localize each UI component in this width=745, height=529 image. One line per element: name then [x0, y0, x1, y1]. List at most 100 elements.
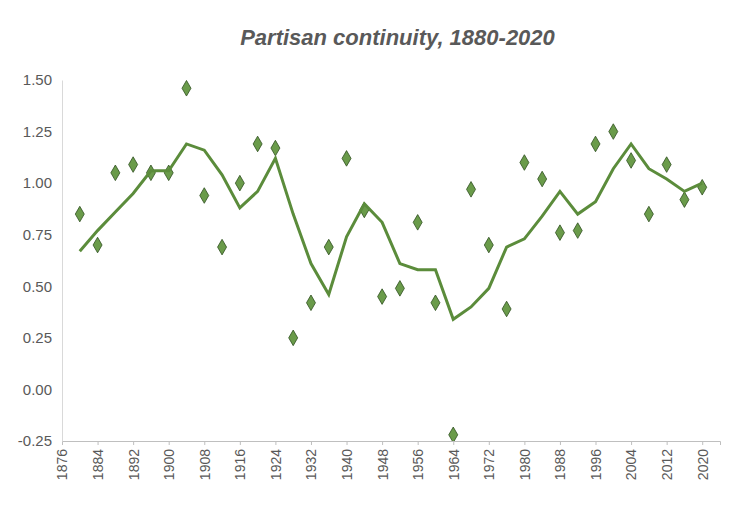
point: [502, 301, 511, 317]
point: [609, 124, 618, 140]
x-tick: 1988: [552, 441, 568, 480]
point: [644, 206, 653, 222]
x-axis-line: [63, 442, 721, 446]
y-tick-label: -0.25: [18, 432, 52, 449]
point: [129, 157, 138, 173]
point: [200, 188, 209, 204]
point: [662, 157, 671, 173]
x-tick-label: 1972: [481, 449, 497, 480]
x-tick-mark: [240, 441, 241, 445]
x-tick: 1900: [161, 441, 177, 480]
point: [555, 225, 564, 241]
x-axis: 1876 1884 1892 1900 1908 1916 1924 1932 1940 1948…: [54, 441, 720, 480]
point: [573, 223, 582, 239]
x-tick-mark: [667, 441, 668, 445]
x-tick-label: 1956: [410, 449, 426, 480]
y-tick: -0.25: [18, 432, 62, 449]
x-tick-mark: [98, 441, 99, 445]
plot: 1876 1884 1892 1900 1908 1916 1924 1932 1940 1948…: [18, 71, 721, 480]
point: [218, 239, 227, 255]
x-tick-label: 1988: [552, 449, 568, 480]
point: [324, 239, 333, 255]
point: [111, 165, 120, 181]
point: [271, 140, 280, 156]
x-tick-label: 1884: [90, 449, 106, 480]
x-tick-mark: [382, 441, 383, 445]
x-tick-mark: [169, 441, 170, 445]
y-tick: 1.25: [23, 123, 62, 140]
title: Partisan continuity, 1880-2020: [240, 25, 555, 50]
point: [253, 136, 262, 152]
x-tick-label: 1876: [54, 449, 70, 480]
y-tick-label: 0.50: [23, 278, 52, 295]
x-tick-mark: [275, 441, 276, 445]
point: [467, 182, 476, 198]
x-tick: 1972: [481, 441, 497, 480]
x-tick-label: 1948: [375, 449, 391, 480]
x-tick: 1908: [197, 441, 213, 480]
x-tick: 1876: [54, 441, 70, 480]
x-tick: 1884: [90, 441, 106, 480]
point: [680, 192, 689, 208]
y-tick: 1.50: [23, 71, 62, 88]
x-tick: 1948: [375, 441, 391, 480]
x-tick-label: 1924: [268, 449, 284, 480]
y-tick-label: 0.00: [23, 381, 52, 398]
y-tick: 0.50: [23, 278, 62, 295]
x-tick-mark: [702, 441, 703, 445]
x-tick-mark: [204, 441, 205, 445]
x-tick-mark: [524, 441, 525, 445]
y-tick: 0.00: [23, 381, 62, 398]
line: [80, 144, 702, 319]
x-tick-label: 1916: [232, 449, 248, 480]
x-tick-label: 2012: [659, 449, 675, 480]
x-tick-label: 2004: [623, 449, 639, 480]
x-tick: 1892: [126, 441, 142, 480]
x-tick-label: 1996: [588, 449, 604, 480]
x-tick-label: 2020: [695, 449, 711, 480]
x-tick: 1940: [339, 441, 355, 480]
point: [431, 295, 440, 311]
x-tick-label: 1932: [303, 449, 319, 480]
x-tick-mark: [489, 441, 490, 445]
x-tick-label: 1908: [197, 449, 213, 480]
x-tick-mark: [311, 441, 312, 445]
x-tick: 2004: [623, 441, 639, 480]
x-tick: 1924: [268, 441, 284, 480]
point: [306, 295, 315, 311]
point: [342, 151, 351, 167]
point: [698, 179, 707, 195]
x-tick-mark: [62, 441, 63, 445]
chart: Partisan continuity, 1880-20201876188418…: [0, 0, 745, 529]
x-tick-label: 1964: [446, 449, 462, 480]
y-tick-label: 1.00: [23, 174, 52, 191]
point: [289, 330, 298, 346]
x-tick: 1956: [410, 441, 426, 480]
point: [484, 237, 493, 253]
x-tick-mark: [596, 441, 597, 445]
point: [395, 281, 404, 297]
x-tick: 1996: [588, 441, 604, 480]
x-tick-mark: [418, 441, 419, 445]
x-tick: 1916: [232, 441, 248, 480]
point: [182, 80, 191, 96]
x-tick-label: 1900: [161, 449, 177, 480]
x-tick-mark: [453, 441, 454, 445]
point: [538, 171, 547, 187]
x-tick: 1980: [517, 441, 533, 480]
y-tick-label: 0.25: [23, 329, 52, 346]
x-tick-mark: [631, 441, 632, 445]
point: [75, 206, 84, 222]
point: [520, 155, 529, 171]
point: [591, 136, 600, 152]
y-axis-line: [62, 81, 63, 442]
point: [235, 175, 244, 191]
y-tick: 0.75: [23, 226, 62, 243]
x-tick-label: 1892: [126, 449, 142, 480]
x-tick-mark: [133, 441, 134, 445]
y-tick-label: 1.25: [23, 123, 52, 140]
y-axis: -0.25 0.00 0.25 0.50 0.75 1.00 1.25 1.50: [18, 71, 63, 449]
y-tick-label: 0.75: [23, 226, 52, 243]
y-tick: 1.00: [23, 174, 62, 191]
data: [75, 80, 706, 441]
